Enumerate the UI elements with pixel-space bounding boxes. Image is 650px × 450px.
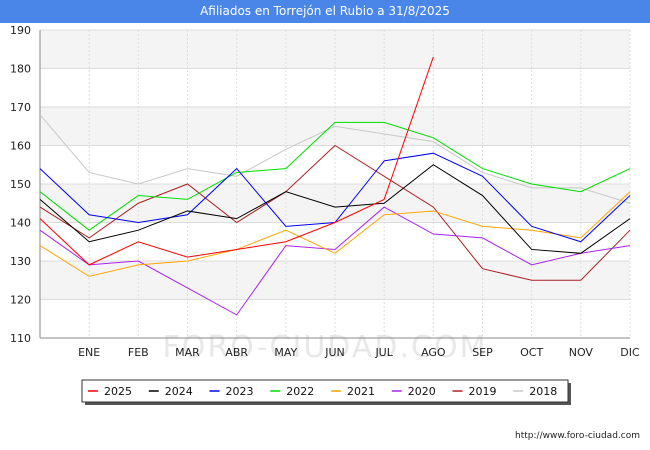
- y-tick-label: 160: [10, 140, 31, 153]
- series-line-2025: [39, 56, 434, 266]
- legend-label-2020: 2020: [408, 385, 436, 398]
- series-line-2022: [39, 121, 631, 231]
- legend-label-2018: 2018: [529, 385, 557, 398]
- x-tick-label: ABR: [225, 346, 248, 359]
- legend-box: [81, 379, 569, 403]
- y-tick-label: 110: [10, 332, 31, 345]
- x-tick-label: SEP: [472, 346, 493, 359]
- x-tick-label: OCT: [520, 346, 543, 359]
- x-tick-label: NOV: [569, 346, 594, 359]
- series-line-2019: [39, 144, 631, 281]
- y-tick-label: 120: [10, 294, 31, 307]
- x-tick-label: FEB: [128, 346, 149, 359]
- chart-title: Afiliados en Torrejón el Rubio a 31/8/20…: [0, 0, 650, 23]
- x-tick-label: MAR: [175, 346, 200, 359]
- x-tick-label: MAY: [274, 346, 297, 359]
- source-url: http://www.foro-ciudad.com: [515, 431, 640, 441]
- x-tick-label: ENE: [78, 346, 100, 359]
- series-line-2021: [39, 191, 631, 277]
- x-tick-label: DIC: [620, 346, 640, 359]
- y-tick-label: 190: [10, 24, 31, 37]
- y-tick-label: 150: [10, 178, 31, 191]
- series-line-2024: [39, 164, 631, 254]
- series-line-2018: [39, 114, 631, 204]
- watermark: FORO-CIUDAD.COM: [162, 330, 488, 365]
- y-tick-label: 140: [10, 217, 31, 230]
- legend-label-2022: 2022: [286, 385, 314, 398]
- legend-label-2024: 2024: [165, 385, 193, 398]
- y-tick-label: 130: [10, 255, 31, 268]
- legend-label-2021: 2021: [347, 385, 375, 398]
- legend-label-2019: 2019: [469, 385, 497, 398]
- y-tick-label: 180: [10, 63, 31, 76]
- legend-label-2023: 2023: [226, 385, 254, 398]
- y-tick-label: 170: [10, 101, 31, 114]
- x-tick-label: JUL: [374, 346, 393, 359]
- legend-label-2025: 2025: [104, 385, 132, 398]
- x-tick-label: AGO: [421, 346, 446, 359]
- x-tick-label: JUN: [324, 346, 345, 359]
- series-line-2020: [39, 206, 631, 316]
